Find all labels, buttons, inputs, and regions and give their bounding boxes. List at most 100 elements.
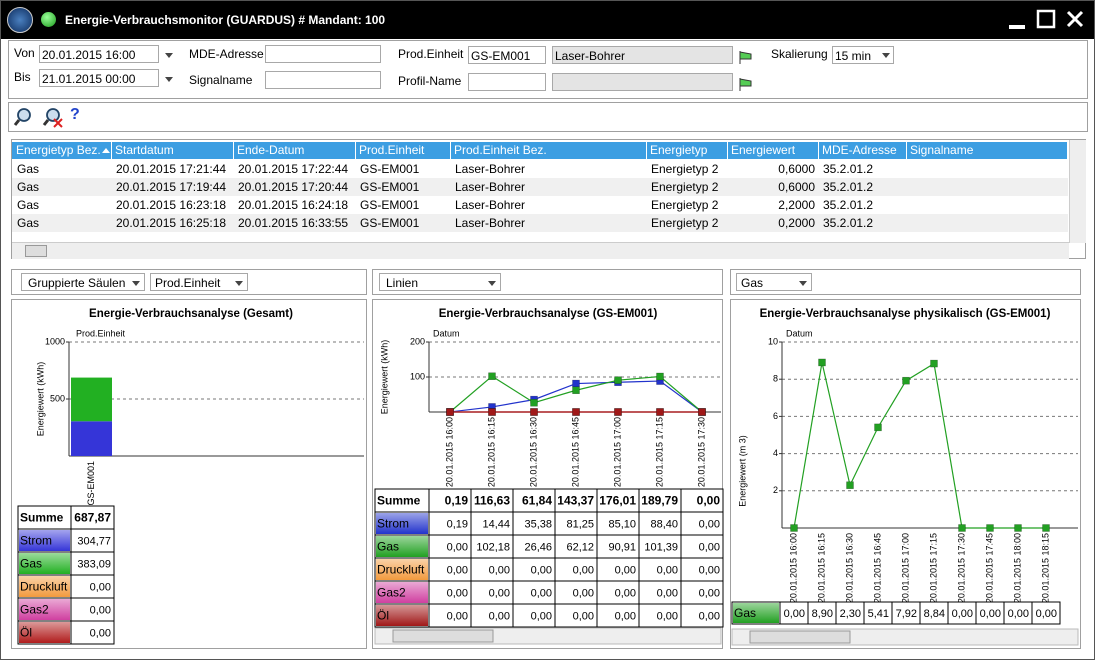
- value-label: 116,63: [474, 494, 510, 508]
- value-label: 0,00: [699, 518, 720, 530]
- toolbar: [8, 102, 1088, 132]
- close[interactable]: [1066, 10, 1084, 28]
- table-cell: 20.01.2015 16:25:18: [116, 216, 227, 230]
- legend-swatch: [376, 513, 428, 534]
- column-header[interactable]: Signalname: [907, 142, 1068, 159]
- value-cell: [680, 603, 724, 628]
- dropdown-arrow[interactable]: [165, 77, 173, 82]
- data-point: [614, 376, 622, 384]
- value-label: 0,00: [980, 608, 1001, 620]
- flag-icons[interactable]: [737, 48, 755, 92]
- energy-select[interactable]: Gas: [736, 273, 812, 291]
- x-tick-label: 20.01.2015 18:00: [1012, 533, 1022, 603]
- table-cell: 2,2000: [778, 198, 815, 212]
- panel-toolbar: [11, 269, 367, 295]
- prod-description: Laser-Bohrer: [552, 46, 733, 64]
- column-header[interactable]: Energiewert: [728, 142, 819, 159]
- row-label: Strom: [377, 517, 409, 531]
- table-cell: Laser-Bohrer: [455, 180, 526, 194]
- value-label: 0,00: [447, 564, 468, 576]
- table-cell: 35.2.01.2: [823, 162, 874, 176]
- x-tick-label: 20.01.2015 17:30: [696, 417, 706, 487]
- table-cell: 35.2.01.2: [823, 198, 874, 212]
- dropdown-arrow[interactable]: [799, 281, 807, 286]
- value-label: 0,00: [489, 610, 510, 622]
- value-label: 5,41: [868, 608, 889, 620]
- x-tick-label: 20.01.2015 16:15: [816, 533, 826, 603]
- value-label: 0,19: [447, 518, 468, 530]
- legend-swatch: [19, 599, 70, 620]
- value-label: 90,91: [608, 541, 636, 553]
- toolbar-icons[interactable]: [13, 106, 69, 128]
- table-cell: Gas: [17, 198, 40, 212]
- legend-swatch: [376, 605, 428, 626]
- profile-description: [552, 73, 733, 91]
- table-cell: 0,6000: [778, 162, 815, 176]
- column-header[interactable]: Energietyp Bez.: [13, 142, 112, 159]
- value-label: 0,00: [697, 494, 721, 508]
- label: MDE-Adresse: [189, 47, 264, 61]
- label: Von: [14, 46, 35, 60]
- x-tick-label: 20.01.2015 17:45: [984, 533, 994, 603]
- chart-type-select[interactable]: Gruppierte Säulen: [21, 273, 145, 291]
- y-tick-label: 500: [50, 393, 65, 403]
- profile-input[interactable]: [468, 73, 546, 91]
- data-point: [874, 423, 882, 432]
- dropdown-arrow[interactable]: [165, 53, 173, 58]
- value-cell: [1031, 601, 1061, 625]
- scaling-select[interactable]: 15 min: [832, 46, 894, 64]
- date-from[interactable]: 20.01.2015 16:00: [39, 45, 159, 63]
- label: Prod.Einheit: [398, 47, 464, 61]
- table-cell: Laser-Bohrer: [455, 216, 526, 230]
- value-label: 687,87: [74, 511, 111, 525]
- chart-panel: [372, 299, 723, 649]
- value-label: 0,00: [447, 587, 468, 599]
- dropdown-arrow[interactable]: [235, 281, 243, 286]
- dropdown-arrow[interactable]: [882, 53, 890, 58]
- app-icon: [7, 7, 33, 33]
- value-cell: [70, 620, 115, 645]
- minimize[interactable]: [1009, 25, 1025, 29]
- x-tick-label: 20.01.2015 17:30: [956, 533, 966, 603]
- x-tick-label: 20.01.2015 16:15: [486, 417, 496, 487]
- signal-input[interactable]: [265, 71, 381, 89]
- value-label: 61,84: [522, 494, 552, 508]
- column-header[interactable]: Ende-Datum: [234, 142, 356, 159]
- column-header[interactable]: MDE-Adresse: [819, 142, 907, 159]
- table-cell: Laser-Bohrer: [455, 162, 526, 176]
- data-point: [530, 398, 538, 407]
- table-cell: 20.01.2015 17:20:44: [238, 180, 349, 194]
- x-tick-label: 20.01.2015 17:00: [900, 533, 910, 603]
- row-label: Summe: [377, 494, 421, 508]
- window-controls[interactable]: [1001, 7, 1091, 33]
- grouping-select[interactable]: Prod.Einheit: [150, 273, 248, 291]
- value-label: 0,00: [615, 587, 636, 599]
- label: Profil-Name: [398, 74, 462, 88]
- chart-type-select[interactable]: Linien: [379, 273, 501, 291]
- value-label: 176,01: [599, 494, 636, 508]
- prod-input[interactable]: GS-EM001: [468, 46, 546, 64]
- dropdown-arrow[interactable]: [132, 281, 140, 286]
- title-bar: [1, 1, 1094, 39]
- panel-toolbar: [372, 269, 723, 295]
- value-label: 88,40: [650, 518, 678, 530]
- value-label: 0,19: [445, 494, 469, 508]
- value-label: 0,00: [573, 610, 594, 622]
- value-label: 0,00: [699, 610, 720, 622]
- dropdown-arrow[interactable]: [488, 281, 496, 286]
- date-to[interactable]: 21.01.2015 00:00: [39, 69, 159, 87]
- value-label: 0,00: [657, 587, 678, 599]
- column-header[interactable]: Startdatum: [112, 142, 234, 159]
- x-tick-label: 20.01.2015 17:00: [612, 417, 622, 487]
- column-header[interactable]: Prod.Einheit Bez.: [451, 142, 647, 159]
- value-label: 0,00: [615, 564, 636, 576]
- mde-input[interactable]: [265, 45, 381, 63]
- data-point: [698, 408, 706, 416]
- table-cell: 20.01.2015 16:24:18: [238, 198, 349, 212]
- table-cell: 0,2000: [778, 216, 815, 230]
- maximize[interactable]: [1036, 9, 1056, 29]
- column-header[interactable]: Energietyp: [647, 142, 728, 159]
- column-header[interactable]: Prod.Einheit: [356, 142, 451, 159]
- legend-swatch: [376, 559, 428, 580]
- help-button[interactable]: ?: [70, 106, 80, 123]
